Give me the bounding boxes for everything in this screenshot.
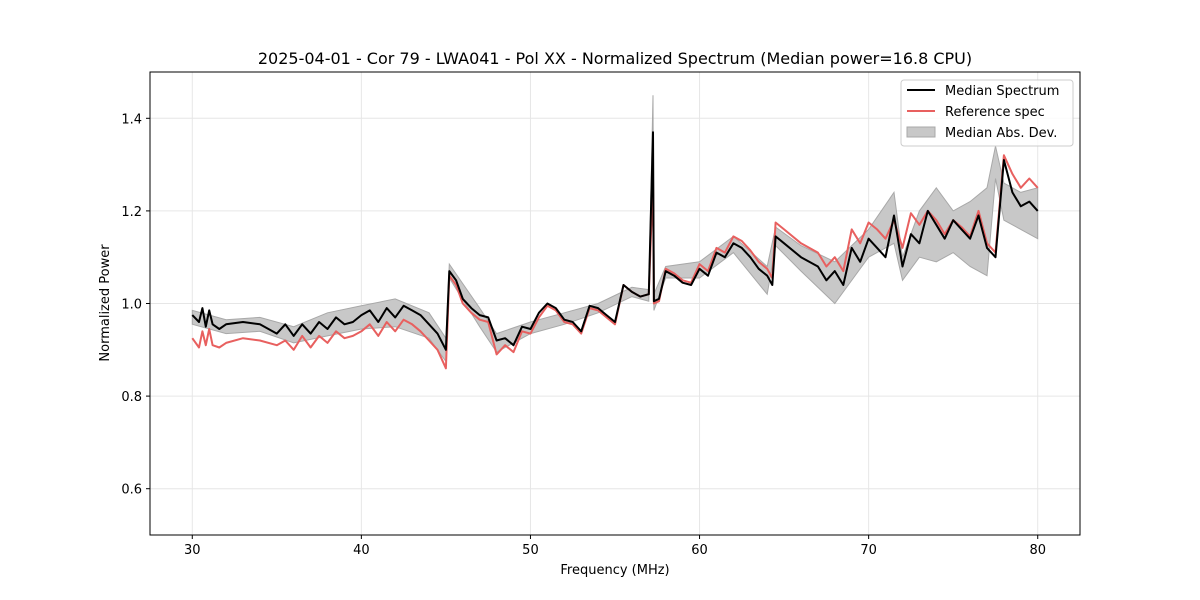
x-tick-label: 40 (353, 543, 370, 558)
y-tick-label: 0.8 (121, 390, 142, 405)
x-tick-label: 80 (1029, 543, 1046, 558)
legend-mad-swatch (906, 126, 936, 138)
x-tick-label: 60 (691, 543, 708, 558)
legend-box (900, 79, 1074, 147)
y-axis-label: Normalized Power (98, 244, 113, 362)
legend-median-label: Median Spectrum (945, 84, 1059, 99)
x-axis-label: Frequency (MHz) (560, 563, 669, 578)
y-tick-label: 1.0 (121, 298, 142, 313)
y-tick-label: 1.4 (121, 112, 142, 127)
plot-area (191, 95, 1039, 370)
chart-title: 2025-04-01 - Cor 79 - LWA041 - Pol XX - … (258, 49, 972, 68)
legend: Median Spectrum Reference spec Median Ab… (900, 79, 1074, 147)
y-tick-label: 0.6 (121, 483, 142, 498)
y-tick-label: 1.2 (121, 205, 142, 220)
x-tick-label: 30 (184, 543, 201, 558)
ticks: 30 40 50 60 70 80 0.6 0.8 1.0 1.2 1.4 (121, 112, 1046, 558)
x-tick-label: 50 (522, 543, 539, 558)
x-tick-label: 70 (860, 543, 877, 558)
legend-mad-label: Median Abs. Dev. (945, 126, 1057, 141)
legend-reference-label: Reference spec (945, 105, 1045, 120)
median-spectrum-line (191, 131, 1039, 351)
